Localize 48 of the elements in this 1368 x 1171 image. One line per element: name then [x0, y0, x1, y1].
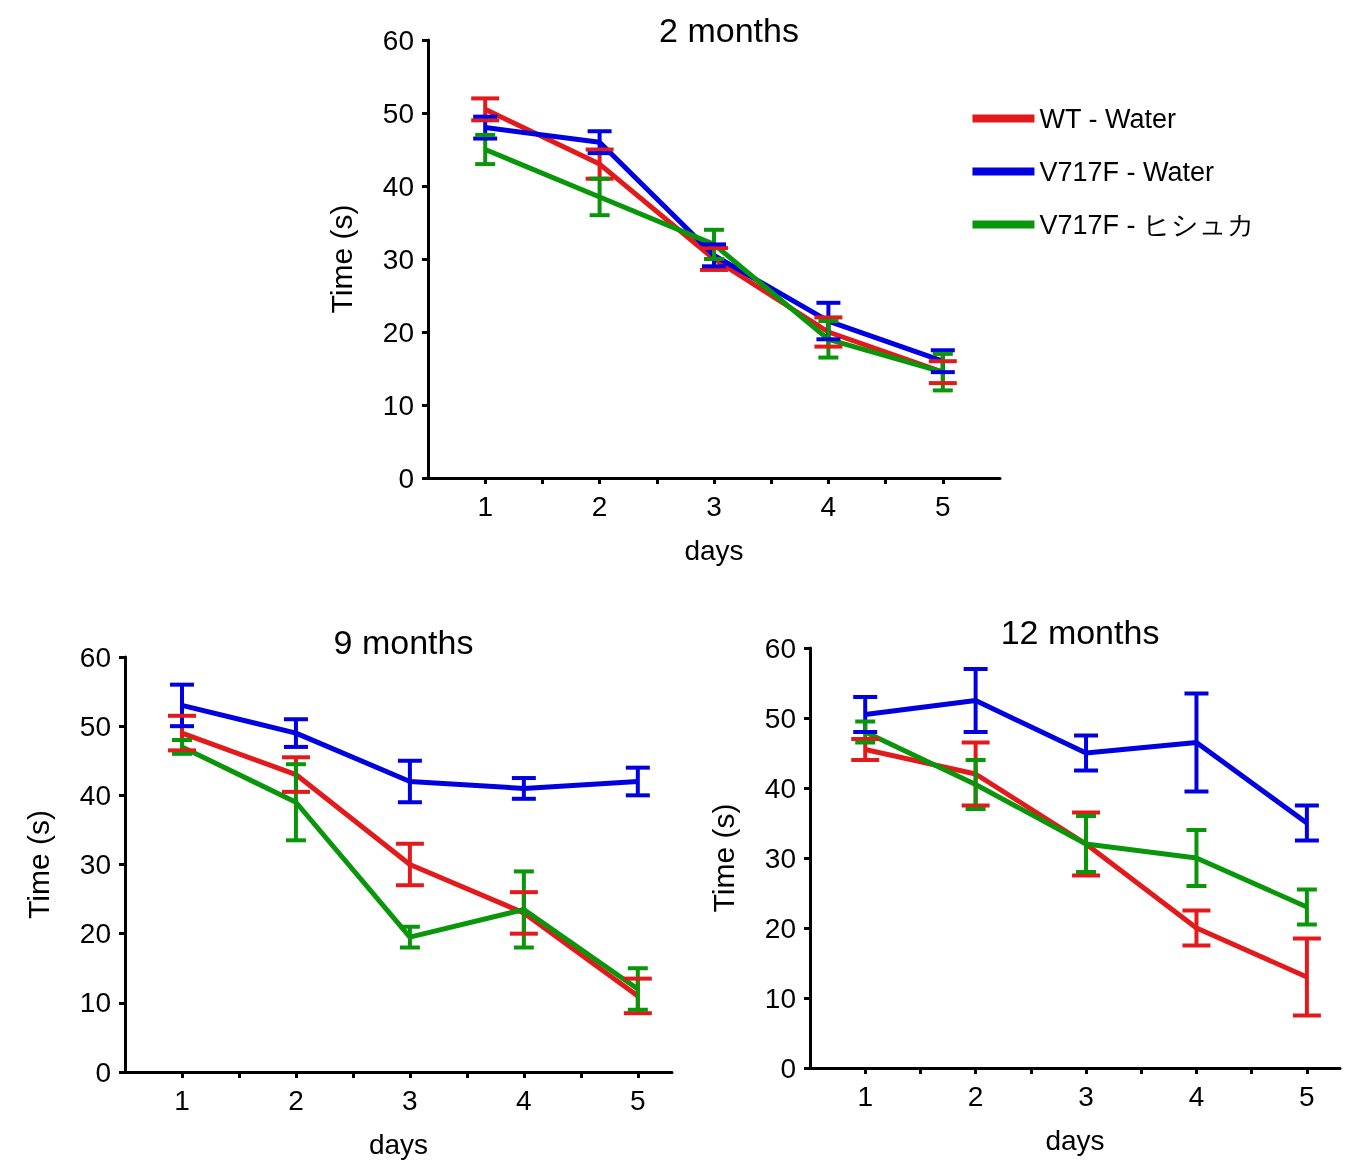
y-tick-label: 40 — [764, 772, 796, 804]
y-tick-label: 10 — [79, 987, 111, 1019]
y-axis-title: Time (s) — [706, 803, 740, 913]
chart-title: 12 months — [1000, 613, 1160, 651]
x-tick-label: 4 — [820, 490, 837, 522]
x-tick-label: 1 — [174, 1084, 190, 1116]
y-tick-label: 20 — [79, 918, 111, 950]
x-tick-label: 2 — [288, 1084, 304, 1116]
x-axis-title: days — [368, 1128, 429, 1160]
y-tick-label: 10 — [764, 982, 796, 1014]
y-axis-title: Time (s) — [324, 204, 358, 314]
x-tick-label: 3 — [706, 490, 722, 522]
x-tick-label: 1 — [477, 490, 493, 522]
y-tick-label: 40 — [382, 170, 414, 202]
y-tick-label: 0 — [398, 462, 414, 494]
x-tick-label: 2 — [591, 490, 608, 522]
y-tick-label: 30 — [382, 243, 414, 275]
y-tick-label: 50 — [79, 710, 111, 742]
x-tick-label: 4 — [516, 1084, 532, 1116]
x-tick-label: 5 — [1299, 1080, 1315, 1112]
x-axis-title: days — [684, 534, 744, 566]
y-tick-label: 10 — [382, 389, 414, 421]
y-axis-title: Time (s) — [21, 810, 55, 919]
x-tick-label: 1 — [857, 1080, 873, 1112]
y-tick-label: 20 — [382, 316, 414, 348]
y-tick-label: 60 — [382, 24, 414, 56]
x-tick-label: 3 — [402, 1084, 418, 1116]
legend-label: V717F - Water — [1039, 156, 1215, 187]
y-tick-label: 50 — [382, 97, 414, 129]
y-tick-label: 0 — [780, 1052, 796, 1084]
x-tick-label: 5 — [630, 1084, 646, 1116]
x-tick-label: 3 — [1078, 1080, 1094, 1112]
y-tick-label: 0 — [95, 1056, 111, 1088]
y-tick-label: 60 — [764, 632, 796, 664]
chart-title: 2 months — [659, 11, 799, 49]
y-tick-label: 30 — [79, 849, 111, 880]
legend-label: V717F - ヒシュカ — [1039, 209, 1255, 240]
y-tick-label: 20 — [764, 912, 796, 944]
y-tick-label: 30 — [764, 842, 796, 874]
y-tick-label: 50 — [764, 702, 796, 734]
x-tick-label: 2 — [967, 1080, 984, 1112]
x-tick-label: 5 — [935, 490, 951, 522]
chart-title: 9 months — [333, 623, 474, 661]
legend-label: WT - Water — [1039, 103, 1176, 134]
x-axis-title: days — [1045, 1124, 1105, 1156]
x-tick-label: 4 — [1188, 1080, 1205, 1112]
y-tick-label: 60 — [79, 641, 111, 673]
y-tick-label: 40 — [79, 779, 111, 811]
